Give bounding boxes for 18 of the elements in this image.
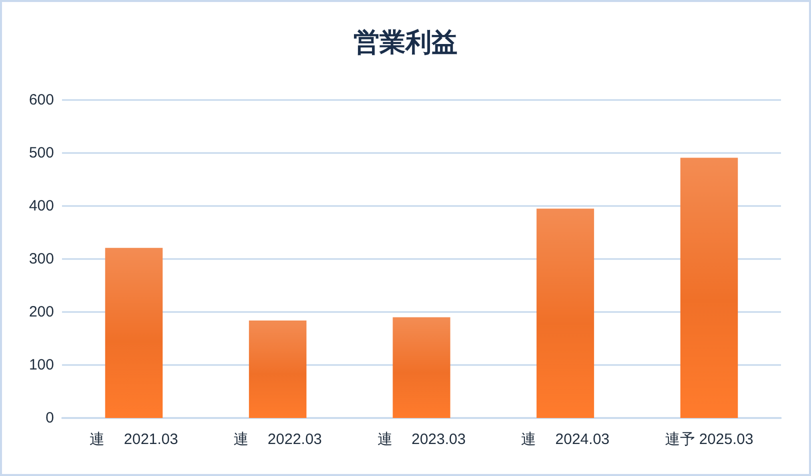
y-tick-label: 100 (28, 356, 54, 374)
chart-title: 営業利益 (354, 27, 458, 57)
y-tick-label: 200 (28, 304, 54, 320)
bar (680, 158, 738, 418)
bar (248, 320, 306, 418)
x-tick-label: 連 2021.03 (90, 431, 178, 448)
bar (536, 208, 594, 418)
y-tick-label: 600 (28, 92, 54, 108)
bar (392, 317, 450, 418)
y-tick-label: 400 (28, 198, 54, 214)
y-tick-label: 0 (46, 410, 54, 426)
x-tick-label: 連予 2025.03 (664, 431, 754, 448)
x-tick-label: 連 2022.03 (234, 431, 322, 448)
x-tick-label: 連 2024.03 (521, 431, 610, 448)
bar (105, 248, 163, 418)
y-tick-label: 500 (28, 144, 54, 162)
x-tick-label: 連 2023.03 (377, 431, 466, 448)
y-tick-label: 300 (28, 250, 54, 268)
